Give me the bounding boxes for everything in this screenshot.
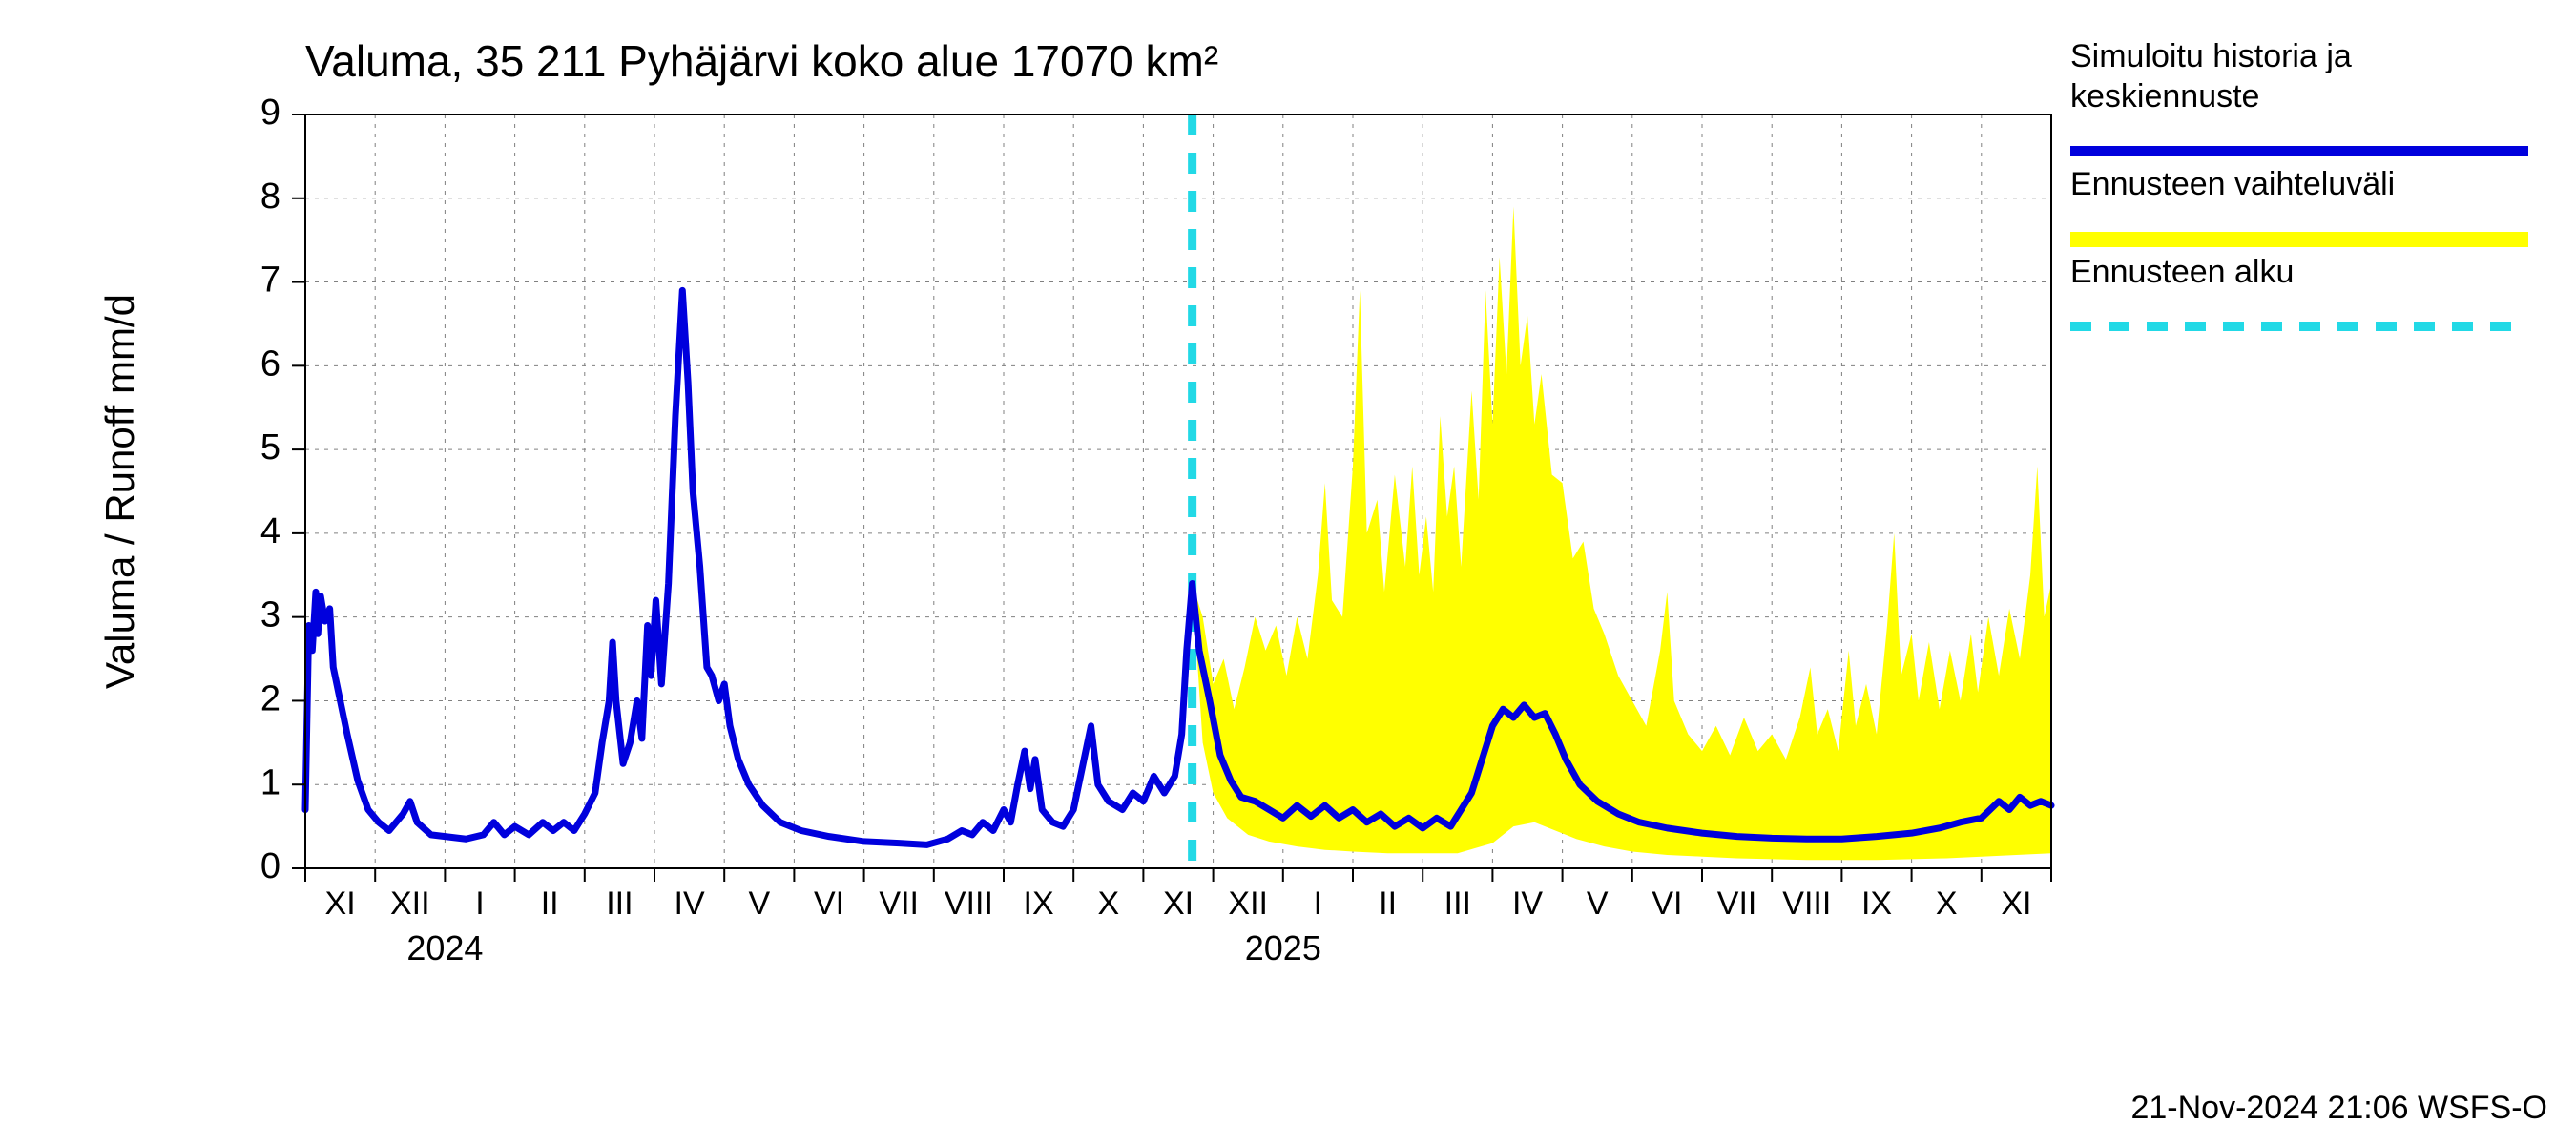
chart-container: 0123456789XIXIIIIIIIIIVVVIVIIVIIIIXXXIXI… xyxy=(0,0,2576,1145)
x-month-label: XII xyxy=(390,885,430,922)
svg-text:8: 8 xyxy=(260,177,280,217)
x-month-label: IV xyxy=(675,885,705,922)
x-month-label: VI xyxy=(1652,885,1682,922)
x-month-label: V xyxy=(748,885,770,922)
x-month-label: XI xyxy=(1163,885,1194,922)
x-month-label: X xyxy=(1097,885,1119,922)
y-axis-label: Valuma / Runoff mm/d xyxy=(97,294,142,689)
runoff-chart: 0123456789XIXIIIIIIIIIVVVIVIIVIIIIXXXIXI… xyxy=(0,0,2576,1145)
x-month-label: VIII xyxy=(945,885,993,922)
footer-timestamp: 21-Nov-2024 21:06 WSFS-O xyxy=(2130,1090,2547,1126)
legend-swatch-band xyxy=(2070,232,2528,247)
x-month-label: XII xyxy=(1228,885,1268,922)
svg-text:1: 1 xyxy=(260,762,280,802)
svg-text:5: 5 xyxy=(260,427,280,468)
svg-text:7: 7 xyxy=(260,260,280,301)
legend-label: Ennusteen alku xyxy=(2070,254,2294,290)
x-month-label: II xyxy=(1379,885,1397,922)
x-month-label: VII xyxy=(1717,885,1757,922)
x-year-label: 2024 xyxy=(406,928,483,968)
x-month-label: XI xyxy=(2001,885,2031,922)
x-month-label: V xyxy=(1587,885,1609,922)
legend-label: Simuloitu historia ja xyxy=(2070,38,2352,74)
x-month-label: IV xyxy=(1512,885,1543,922)
x-month-label: VI xyxy=(814,885,844,922)
x-month-label: VIII xyxy=(1782,885,1831,922)
x-month-label: IX xyxy=(1024,885,1054,922)
svg-text:4: 4 xyxy=(260,511,280,552)
x-month-label: VII xyxy=(879,885,919,922)
x-month-label: X xyxy=(1936,885,1958,922)
svg-text:6: 6 xyxy=(260,344,280,384)
x-month-label: III xyxy=(1444,885,1471,922)
x-month-label: I xyxy=(1314,885,1322,922)
chart-title: Valuma, 35 211 Pyhäjärvi koko alue 17070… xyxy=(305,36,1218,86)
x-month-label: III xyxy=(606,885,633,922)
svg-text:0: 0 xyxy=(260,846,280,886)
legend-label: Ennusteen vaihteluväli xyxy=(2070,166,2395,202)
svg-text:3: 3 xyxy=(260,595,280,635)
x-year-label: 2025 xyxy=(1245,928,1321,968)
x-month-label: II xyxy=(541,885,559,922)
svg-text:2: 2 xyxy=(260,678,280,718)
svg-text:9: 9 xyxy=(260,93,280,133)
x-month-label: XI xyxy=(325,885,356,922)
x-month-label: I xyxy=(475,885,484,922)
legend-label: keskiennuste xyxy=(2070,78,2259,114)
x-month-label: IX xyxy=(1861,885,1892,922)
